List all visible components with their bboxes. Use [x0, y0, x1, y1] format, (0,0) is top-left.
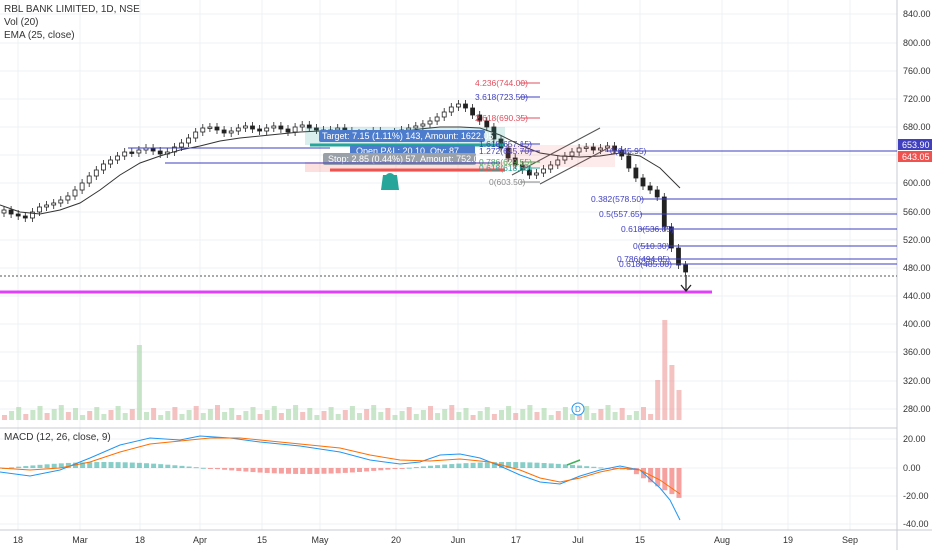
fib-level-label: 4.236(744.00)	[475, 78, 528, 88]
time-axis-tick: Jun	[451, 535, 466, 545]
fib-level-label: 2.618(690.35)	[475, 113, 528, 123]
time-axis-tick: 20	[391, 535, 401, 545]
vol-indicator-label[interactable]: Vol (20)	[4, 17, 39, 28]
fib-level-label: 0(510.30)	[633, 241, 670, 251]
symbol-title[interactable]: RBL BANK LIMITED, 1D, NSE	[4, 4, 140, 15]
fib-level-label: 0.382(578.50)	[591, 194, 644, 204]
price-axis-tick: 440.00	[903, 291, 931, 301]
price-axis[interactable]: 840.00800.00760.00720.00680.00640.00600.…	[903, 9, 931, 414]
macd-axis[interactable]: 20.00 0.00 -20.00 -40.00	[903, 434, 929, 529]
fib-level-label: 0.618(536.85)	[621, 224, 674, 234]
time-axis[interactable]: 18 Mar 18 Apr 15 May 20 Jun 17 Jul 15 Aug 19 Sep	[13, 535, 858, 545]
time-axis-tick: Aug	[714, 535, 730, 545]
macd-axis-tick: 20.00	[903, 434, 926, 444]
price-axis-tick: 760.00	[903, 66, 931, 76]
price-axis-tick: 720.00	[903, 94, 931, 104]
time-axis-tick: Mar	[72, 535, 88, 545]
down-arrow-icon	[680, 275, 692, 293]
time-axis-tick: May	[311, 535, 329, 545]
time-axis-tick: 19	[783, 535, 793, 545]
price-tag-second: 643.05	[902, 152, 930, 162]
fib-level-label: 3.618(723.50)	[475, 92, 528, 102]
open-pnl-label: Open P&L: 20.10, Qty: 87	[356, 146, 459, 156]
candles	[1, 100, 688, 276]
fib-level-label: 1.618(657.15)	[479, 139, 532, 149]
signal-line	[0, 437, 681, 495]
macd-legend: MACD (12, 26, close, 9)	[4, 431, 111, 444]
ema-indicator-label[interactable]: EMA (25, close)	[4, 30, 75, 41]
fib-level-label: 0.5(557.65)	[599, 209, 643, 219]
time-axis-tick: Apr	[193, 535, 207, 545]
stop-zone	[305, 162, 505, 172]
price-axis-tick: 480.00	[903, 263, 931, 273]
macd-axis-tick: -20.00	[903, 491, 929, 501]
macd-indicator-label[interactable]: MACD (12, 26, close, 9)	[4, 432, 111, 443]
time-axis-tick: 15	[635, 535, 645, 545]
price-axis-tick: 560.00	[903, 207, 931, 217]
time-axis-tick: 15	[257, 535, 267, 545]
volume-bars	[2, 320, 682, 420]
price-axis-tick: 360.00	[903, 347, 931, 357]
macd-line	[0, 435, 681, 521]
long-position-tool[interactable]: Target: 7.15 (1.11%) 143, Amount: 1622.0…	[305, 127, 505, 172]
fib-retracement-right[interactable]: 0.382(578.50) 0.5(557.65) 0.618(536.85) 0(5…	[591, 146, 897, 269]
time-axis-tick: 18	[135, 535, 145, 545]
stop-label: Stop: 2.85 (0.44%) 57, Amount: 752.05	[328, 154, 484, 164]
fib-level-label: 0.786(629.55)	[479, 157, 532, 167]
price-axis-tick: 840.00	[903, 9, 931, 19]
price-axis-tick: 320.00	[903, 376, 931, 386]
fib-level-label: 1.272(645.70)	[479, 146, 532, 156]
price-axis-tick: 280.00	[903, 404, 931, 414]
fib-level-label: 0(603.50)	[489, 177, 526, 187]
fib-level-label: 0(645.95)	[610, 146, 647, 156]
green-arrow-annotation	[566, 459, 581, 466]
price-axis-tick: 600.00	[903, 178, 931, 188]
macd-axis-tick: -40.00	[903, 519, 929, 529]
grid	[0, 0, 897, 530]
price-axis-tick: 680.00	[903, 122, 931, 132]
dividend-marker-icon[interactable]	[571, 402, 585, 416]
dividend-marker-label: D	[575, 405, 581, 414]
fib-extension-left[interactable]: 4.236(744.00) 3.618(723.50) 2.618(690.35) 1…	[475, 78, 615, 187]
rising-channel[interactable]	[511, 127, 611, 185]
price-axis-tick: 800.00	[903, 38, 931, 48]
macd-histogram	[2, 462, 682, 498]
target-label: Target: 7.15 (1.11%) 143, Amount: 1622.0…	[322, 131, 493, 141]
time-axis-tick: Jul	[572, 535, 584, 545]
time-axis-tick: 17	[511, 535, 521, 545]
fib-level-label: 0.786(494.85)	[617, 254, 670, 264]
macd-axis-tick: 0.00	[903, 463, 921, 473]
chart-legend: RBL BANK LIMITED, 1D, NSE Vol (20) EMA (…	[4, 3, 140, 42]
price-tag-current: 653.90	[902, 140, 930, 150]
price-axis-tick: 520.00	[903, 235, 931, 245]
fib-level-label: 0.618(618.60)	[479, 163, 532, 173]
time-axis-tick: 18	[13, 535, 23, 545]
price-axis-tick: 400.00	[903, 319, 931, 329]
time-axis-tick: Sep	[842, 535, 858, 545]
fib-level-label: 0.618(485.00)	[619, 259, 672, 269]
